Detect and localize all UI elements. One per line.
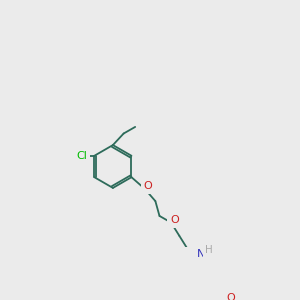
Text: H: H [205, 245, 213, 255]
Text: Cl: Cl [76, 151, 87, 161]
Text: O: O [170, 215, 179, 225]
Text: N: N [196, 249, 205, 259]
Text: O: O [144, 181, 152, 191]
Text: O: O [227, 293, 236, 300]
